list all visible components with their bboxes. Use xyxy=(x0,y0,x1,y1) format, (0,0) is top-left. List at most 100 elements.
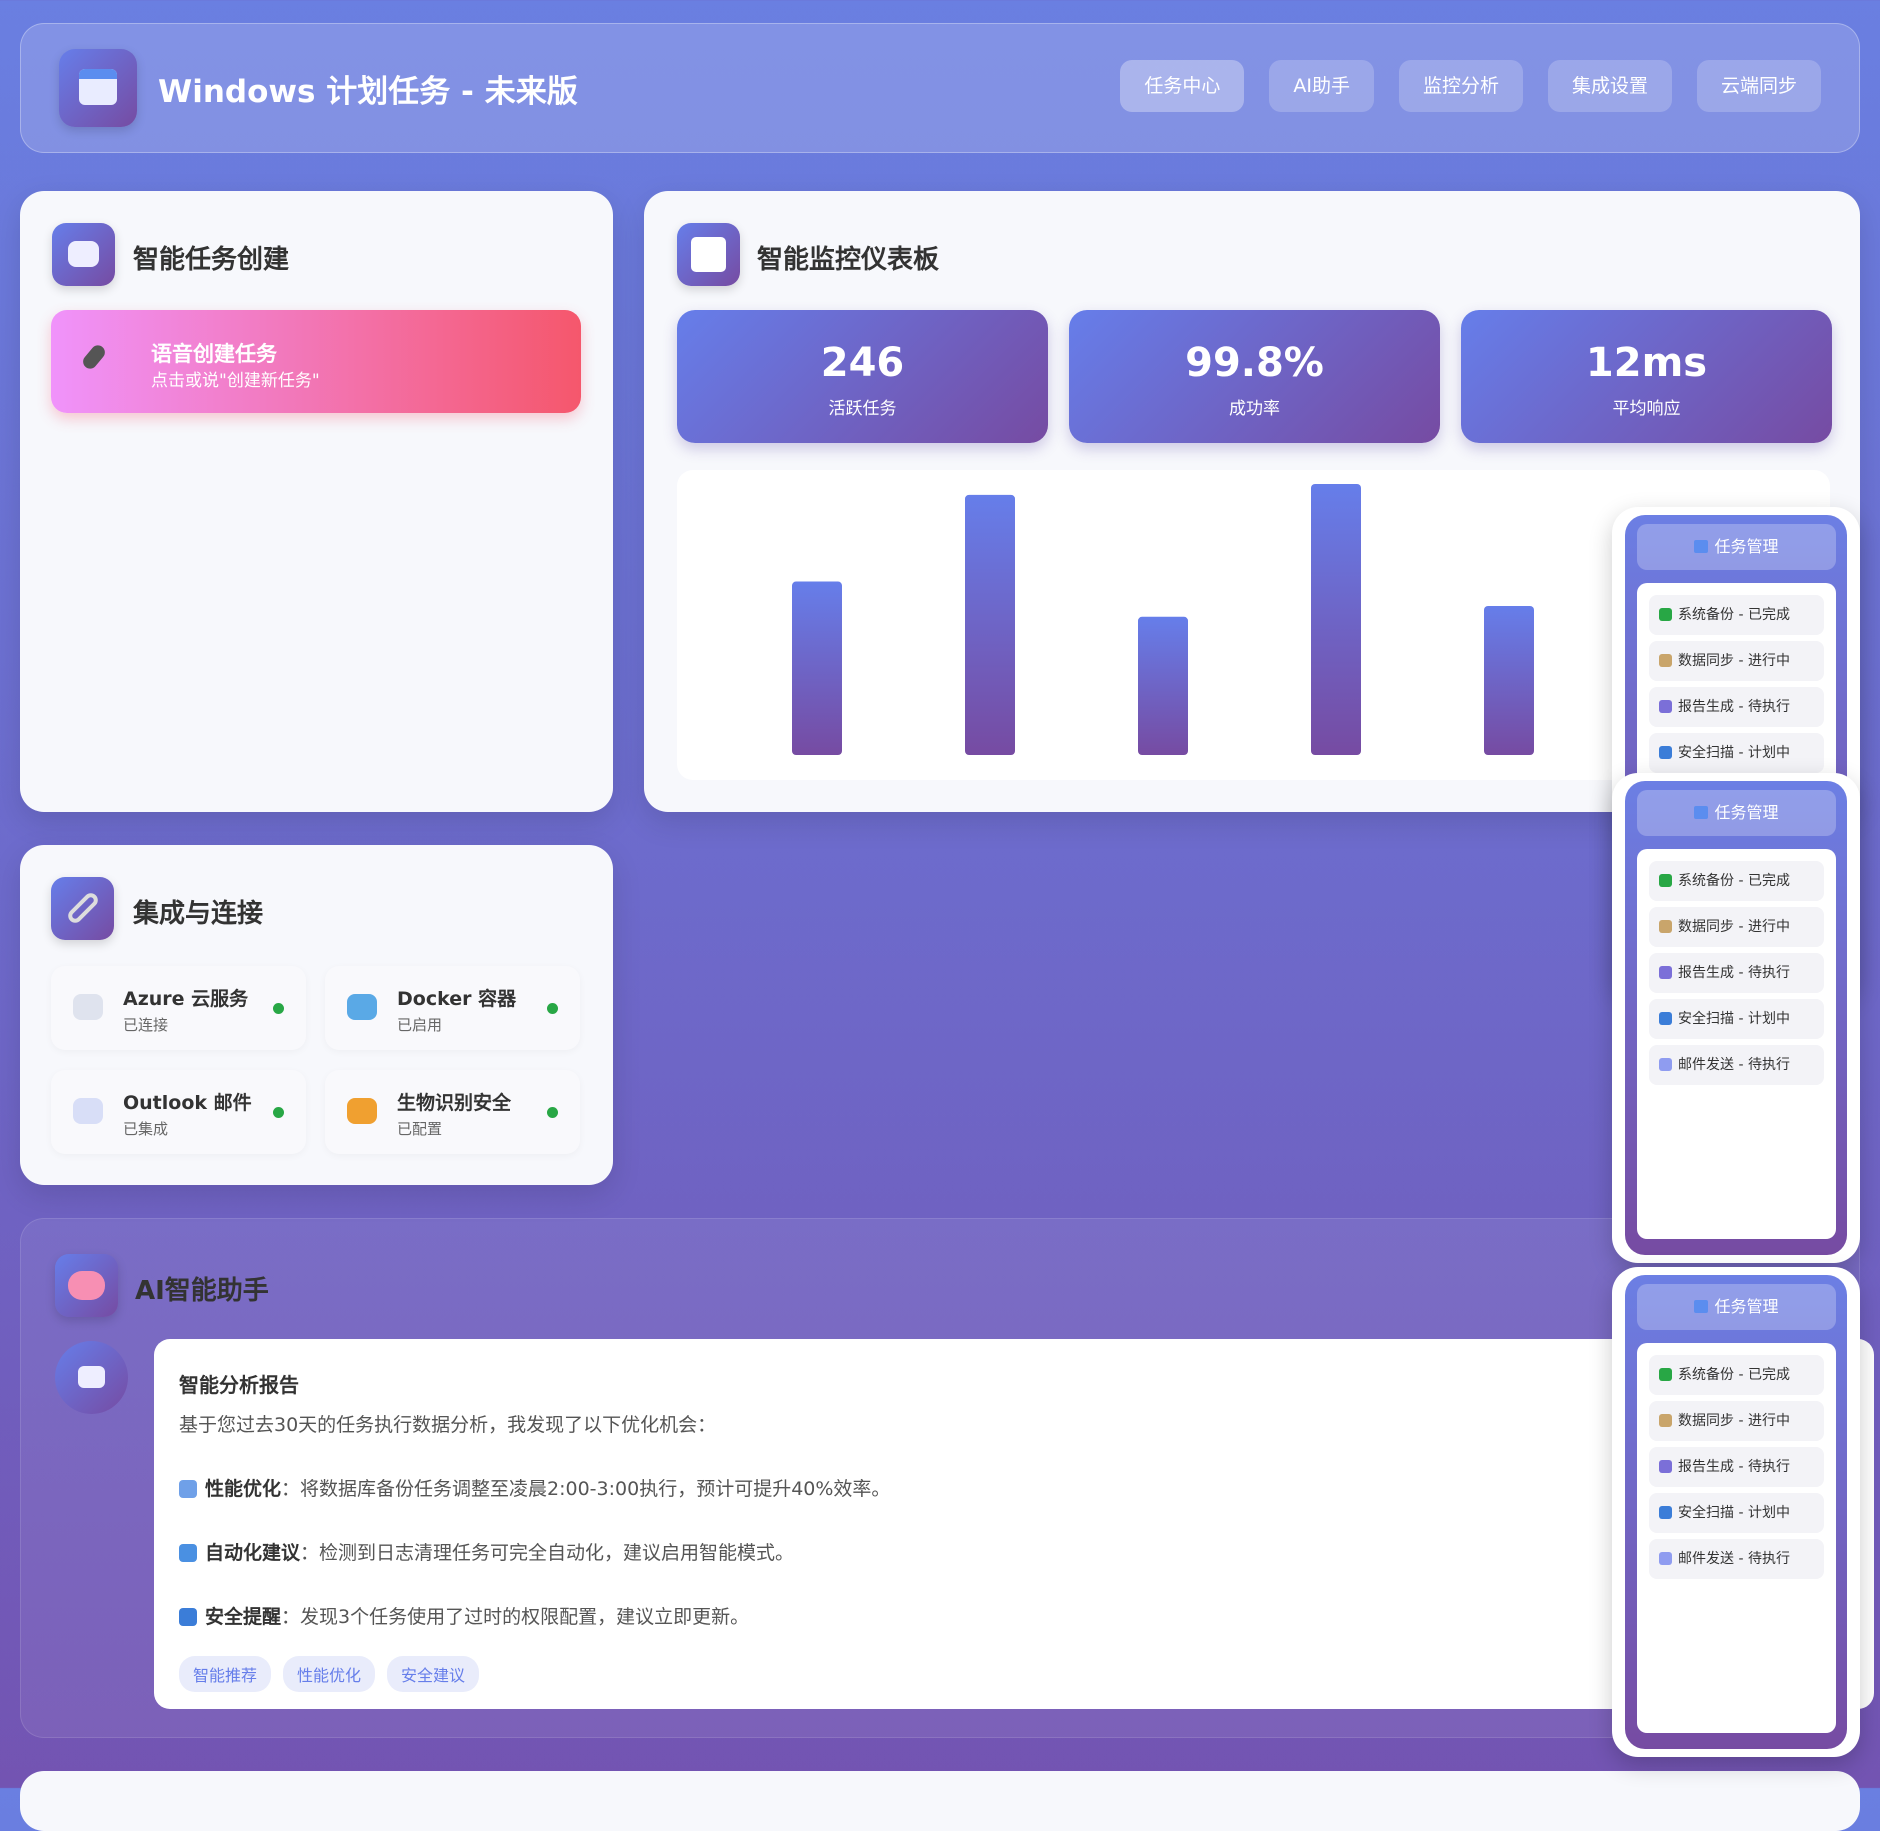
tag[interactable]: 智能推荐 xyxy=(179,1656,272,1692)
task-item[interactable]: 系统备份 - 已完成 xyxy=(1649,861,1824,901)
task-text: 报告生成 - 待执行 xyxy=(1678,965,1790,981)
task-icon xyxy=(1659,920,1672,933)
task-icon xyxy=(1659,874,1672,887)
next-card xyxy=(20,1771,1860,1831)
header: Windows 计划任务 - 未来版 任务中心 AI助手 监控分析 集成设置 云端同步 xyxy=(20,23,1860,153)
integration-status: 已配置 xyxy=(397,1120,443,1138)
voice-hint: 点击或说"创建新任务" xyxy=(151,371,320,391)
nav-button[interactable]: 集成设置 xyxy=(1547,60,1672,112)
integration-status: 已连接 xyxy=(123,1016,169,1034)
task-icon xyxy=(1659,1058,1672,1071)
task-text: 安全扫描 - 计划中 xyxy=(1678,1505,1790,1521)
report-title: 智能分析报告 xyxy=(179,1373,299,1397)
integration-name: 生物识别安全 xyxy=(397,1092,512,1114)
task-item[interactable]: 数据同步 - 进行中 xyxy=(1649,641,1824,681)
stat-card: 12ms 平均响应 xyxy=(1461,310,1832,443)
task-item[interactable]: 系统备份 - 已完成 xyxy=(1649,595,1824,635)
task-text: 邮件发送 - 待执行 xyxy=(1678,1551,1790,1567)
point-text: ：检测到日志清理任务可完全自动化，建议启用智能模式。 xyxy=(300,1542,795,1564)
report-point: 自动化建议：检测到日志清理任务可完全自动化，建议启用智能模式。 xyxy=(179,1538,794,1565)
task-text: 数据同步 - 进行中 xyxy=(1678,919,1790,935)
brain-icon xyxy=(55,1254,118,1317)
integration-item[interactable]: Outlook 邮件已集成 xyxy=(51,1070,306,1154)
task-icon xyxy=(1659,746,1672,759)
task-icon xyxy=(1659,1460,1672,1473)
widget-icon xyxy=(1694,540,1709,553)
card-title: 智能任务创建 xyxy=(133,245,290,275)
integration-name: Outlook 邮件 xyxy=(123,1092,252,1114)
task-item[interactable]: 数据同步 - 进行中 xyxy=(1649,1401,1824,1441)
nav-button[interactable]: AI助手 xyxy=(1269,60,1374,112)
robot-icon xyxy=(52,223,115,286)
nav-button[interactable]: 任务中心 xyxy=(1120,60,1245,112)
integration-status: 已集成 xyxy=(123,1120,169,1138)
tag[interactable]: 安全建议 xyxy=(387,1656,480,1692)
task-icon xyxy=(1659,1552,1672,1565)
bar xyxy=(1138,616,1188,755)
report-point: 性能优化：将数据库备份任务调整至凌晨2:00-3:00执行，预计可提升40%效率… xyxy=(179,1474,890,1501)
task-text: 安全扫描 - 计划中 xyxy=(1678,745,1790,761)
calendar-top xyxy=(79,69,117,79)
tag[interactable]: 性能优化 xyxy=(283,1656,376,1692)
task-item[interactable]: 安全扫描 - 计划中 xyxy=(1649,1493,1824,1533)
widget-title: 任务管理 xyxy=(1714,803,1779,822)
task-text: 报告生成 - 待执行 xyxy=(1678,1459,1790,1475)
integration-item[interactable]: 生物识别安全 已配置 xyxy=(325,1070,580,1154)
section-title: AI智能助手 xyxy=(135,1276,269,1306)
task-icon xyxy=(1659,700,1672,713)
task-item[interactable]: 数据同步 - 进行中 xyxy=(1649,907,1824,947)
mic-icon xyxy=(80,342,108,372)
integration-item[interactable]: Azure 云服务已连接 xyxy=(51,966,306,1050)
nav-button[interactable]: 监控分析 xyxy=(1398,60,1523,112)
integration-name: Azure 云服务 xyxy=(123,988,249,1010)
integration-icon xyxy=(347,994,377,1020)
phone-frame: 任务管理系统备份 - 已完成 数据同步 - 进行中报告生成 - 待执行 安全扫描 -… xyxy=(1625,1275,1847,1749)
status-dot xyxy=(547,1003,558,1014)
integration-icon xyxy=(347,1098,377,1124)
point-text: ：将数据库备份任务调整至凌晨2:00-3:00执行，预计可提升40%效率。 xyxy=(281,1478,891,1500)
point-label: 性能优化 xyxy=(205,1478,282,1500)
task-item[interactable]: 安全扫描 - 计划中 xyxy=(1649,999,1824,1039)
point-icon xyxy=(179,1608,197,1626)
task-text: 报告生成 - 待执行 xyxy=(1678,699,1790,715)
stat-value: 12ms xyxy=(1585,340,1708,386)
robot-face xyxy=(68,241,99,267)
nav: 任务中心 AI助手 监控分析 集成设置 云端同步 xyxy=(1120,60,1821,112)
point-label: 安全提醒 xyxy=(205,1606,282,1628)
status-dot xyxy=(547,1107,558,1118)
voice-button[interactable]: 语音创建任务 点击或说"创建新任务" xyxy=(51,310,581,413)
widget-header: 任务管理 xyxy=(1637,1284,1836,1330)
task-item[interactable]: 报告生成 - 待执行 xyxy=(1649,687,1824,727)
integration-name: Docker 容器 xyxy=(397,988,517,1010)
task-item[interactable]: 报告生成 - 待执行 xyxy=(1649,1447,1824,1487)
bar-chart xyxy=(792,484,1534,755)
task-text: 安全扫描 - 计划中 xyxy=(1678,1011,1790,1027)
integration-status: 已启用 xyxy=(397,1016,443,1034)
card-title: 集成与连接 xyxy=(133,899,264,929)
app-icon xyxy=(59,49,137,127)
phone-widget: 任务管理系统备份 - 已完成 数据同步 - 进行中报告生成 - 待执行 安全扫描 -… xyxy=(1612,1267,1860,1757)
point-label: 自动化建议 xyxy=(205,1542,301,1564)
report-intro: 基于您过去30天的任务执行数据分析，我发现了以下优化机会： xyxy=(179,1414,717,1436)
assistant-section: AI智能助手 智能分析报告 基于您过去30天的任务执行数据分析，我发现了以下优化… xyxy=(20,1218,1874,1738)
app: {"header":{"title":"Windows 计划任务 - 未来版",… xyxy=(0,0,1880,1788)
nav-button[interactable]: 云端同步 xyxy=(1696,60,1821,112)
task-icon xyxy=(1659,1368,1672,1381)
task-item[interactable]: 邮件发送 - 待执行 xyxy=(1649,1539,1824,1579)
bar xyxy=(792,581,842,755)
point-text: ：发现3个任务使用了过时的权限配置，建议立即更新。 xyxy=(281,1606,750,1628)
phone-frame: 任务管理系统备份 - 已完成 数据同步 - 进行中 报告生成 - 待执行 安全扫描 -… xyxy=(1625,781,1847,1255)
task-icon xyxy=(1659,654,1672,667)
task-item[interactable]: 报告生成 - 待执行 xyxy=(1649,953,1824,993)
integration-item[interactable]: Docker 容器已启用 xyxy=(325,966,580,1050)
task-text: 系统备份 - 已完成 xyxy=(1678,873,1790,889)
stat-label: 平均响应 xyxy=(1612,399,1681,419)
bar xyxy=(965,494,1015,755)
task-item[interactable]: 系统备份 - 已完成 xyxy=(1649,1355,1824,1395)
task-item[interactable]: 安全扫描 - 计划中 xyxy=(1649,733,1824,773)
integration-icon xyxy=(73,1098,103,1124)
point-icon xyxy=(179,1480,197,1498)
task-item[interactable]: 邮件发送 - 待执行 xyxy=(1649,1045,1824,1085)
task-icon xyxy=(1659,1012,1672,1025)
tags: 智能推荐 性能优化 安全建议 xyxy=(179,1656,491,1692)
